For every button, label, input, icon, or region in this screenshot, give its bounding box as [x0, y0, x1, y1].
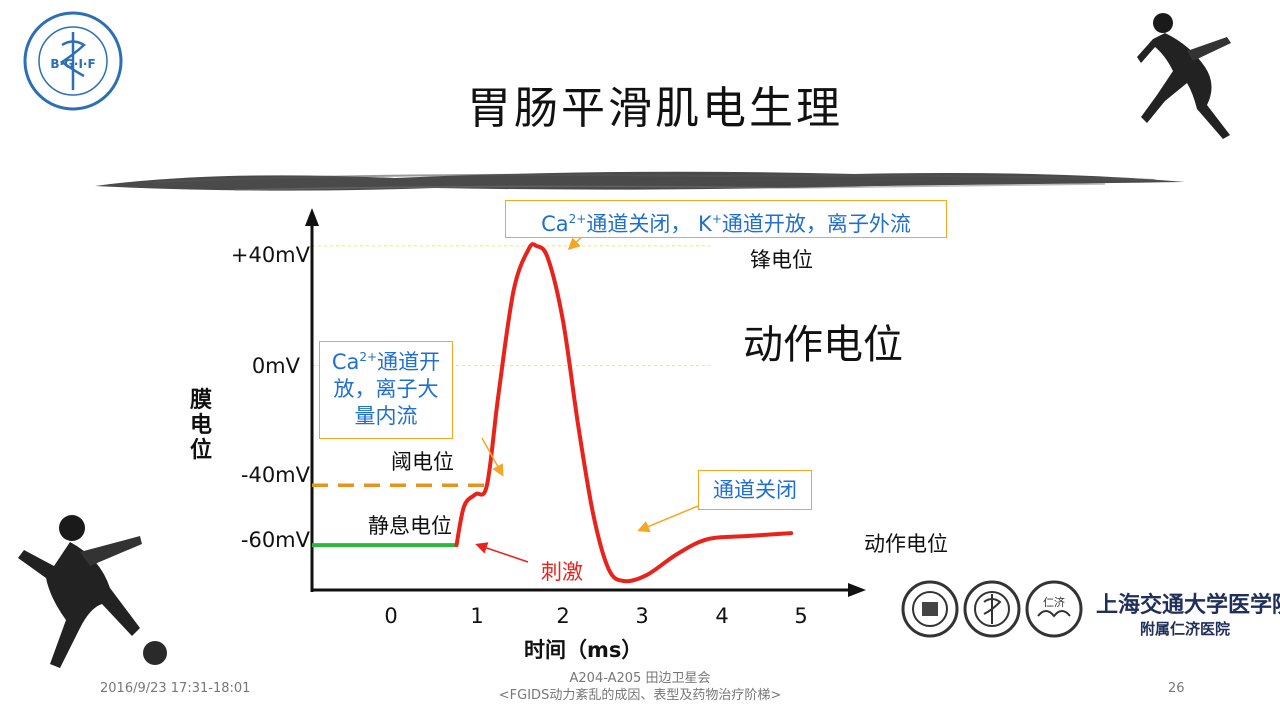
x-tick-label: 0: [384, 604, 398, 628]
logo-text: B·G·I·F: [50, 57, 95, 71]
institution-name: 上海交通大学医学院: [1096, 592, 1280, 618]
arrow-close: [637, 505, 699, 533]
action-potential-big-label: 动作电位: [743, 322, 903, 368]
peak-note-box: Ca2+通道关闭， K+通道开放，离子外流: [505, 200, 947, 238]
y-tick-label: +40mV: [230, 243, 310, 267]
footer-date: 2016/9/23 17:31-18:01: [100, 681, 251, 696]
athlete-silhouette-bottom: [10, 488, 170, 678]
action-potential-end-label: 动作电位: [864, 532, 948, 556]
arrow-threshold: [481, 437, 504, 477]
threshold-label: 阈电位: [391, 450, 454, 474]
slide-title: 胃肠平滑肌电生理: [467, 83, 843, 134]
seal-text: 仁济: [1043, 595, 1065, 609]
stimulus-label: 刺激: [541, 560, 583, 584]
channel-open-box: Ca2+通道开 放，离子大 量内流: [319, 341, 453, 439]
channel-close-box: 通道关闭: [698, 470, 812, 510]
institution-subname: 附属仁济医院: [1140, 620, 1231, 638]
x-tick-label: 1: [470, 604, 484, 628]
resting-label: 静息电位: [368, 514, 452, 538]
y-tick-label: 0mV: [251, 354, 300, 378]
x-axis-label: 时间（ms）: [524, 638, 643, 662]
brush-stroke-divider: [95, 160, 1185, 200]
y-tick-label: -40mV: [240, 463, 310, 487]
footer-center: A204-A205 田边卫星会 <FGIDS动力紊乱的成因、表型及药物治疗阶梯>: [498, 671, 782, 703]
y-axis-arrow: [305, 208, 319, 226]
x-tick-label: 4: [715, 604, 729, 628]
conference-logo: B·G·I·F: [22, 10, 124, 112]
runner-silhouette-top: [1135, 5, 1255, 145]
x-tick-label: 3: [635, 604, 649, 628]
x-axis-arrow: [848, 583, 866, 597]
x-tick-label: 2: [556, 604, 570, 628]
y-tick-label: -60mV: [240, 528, 310, 552]
footer-page-number: 26: [1168, 681, 1185, 696]
action-potential-curve: [454, 242, 794, 584]
university-seals: 仁济: [900, 578, 1090, 640]
spike-label: 锋电位: [750, 248, 813, 272]
x-tick-label: 5: [794, 604, 808, 628]
y-axis-label: 膜电位: [190, 388, 213, 463]
arrow-stimulus: [475, 542, 529, 563]
